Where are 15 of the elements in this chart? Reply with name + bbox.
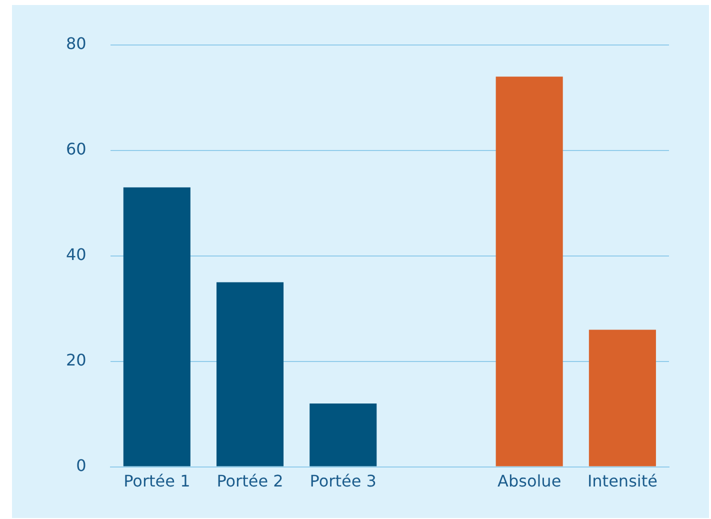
x-tick-label: Portée 2 — [216, 472, 284, 491]
y-tick-label: 20 — [66, 350, 86, 370]
x-tick-label: Intensité — [587, 472, 658, 491]
y-tick-label: 80 — [66, 34, 86, 54]
y-tick-label: 60 — [66, 140, 86, 159]
bar — [310, 404, 377, 466]
bar — [123, 187, 190, 466]
bar — [496, 76, 563, 466]
x-tick-label: Absolue — [498, 472, 562, 491]
x-tick-label: Portée 3 — [310, 472, 376, 491]
y-tick-label: 40 — [66, 245, 86, 264]
bar — [216, 282, 284, 466]
bar — [588, 330, 656, 466]
y-tick-label: 0 — [76, 456, 86, 475]
x-tick-label: Portée 1 — [124, 472, 190, 491]
